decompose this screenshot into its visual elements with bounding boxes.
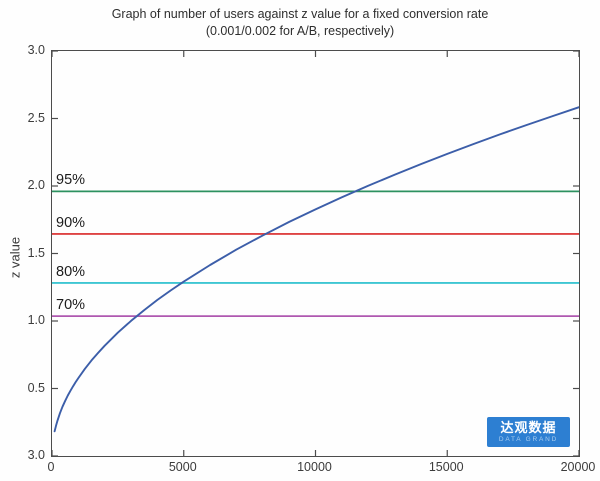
- confidence-label-70: 70%: [56, 297, 86, 314]
- z-curve-line: [53, 106, 579, 433]
- y-tick-label: 1.0: [27, 313, 45, 327]
- chart-title-line2: (0.001/0.002 for A/B, respectively): [205, 24, 395, 38]
- x-tick-label: 5000: [168, 460, 197, 474]
- chart-title-line1: Graph of number of users against z value…: [111, 7, 489, 21]
- y-tick-label: 1.5: [27, 245, 45, 260]
- watermark-badge: 达观数据 DATA GRAND: [487, 417, 570, 447]
- confidence-label-90: 90%: [56, 214, 86, 231]
- y-tick-label: 2.0: [27, 178, 45, 192]
- watermark-cn-text: 达观数据: [500, 420, 557, 435]
- y-tick-label: 3.0: [27, 43, 45, 57]
- confidence-label-95: 95%: [56, 172, 86, 189]
- x-tick-label: 20000: [560, 460, 596, 474]
- plot-area: 95% 90% 80% 70%: [51, 50, 580, 457]
- x-tick-label: 15000: [428, 460, 464, 474]
- y-tick-label: 3.0: [27, 448, 45, 462]
- x-tick-label: 10000: [297, 460, 332, 474]
- x-tick-label: 0: [47, 460, 55, 474]
- plot-svg: [52, 51, 579, 456]
- y-tick-label: 0.5: [27, 380, 45, 395]
- confidence-label-80: 80%: [56, 263, 86, 280]
- y-tick-label: 2.5: [27, 110, 45, 125]
- watermark-en-text: DATA GRAND: [498, 436, 559, 443]
